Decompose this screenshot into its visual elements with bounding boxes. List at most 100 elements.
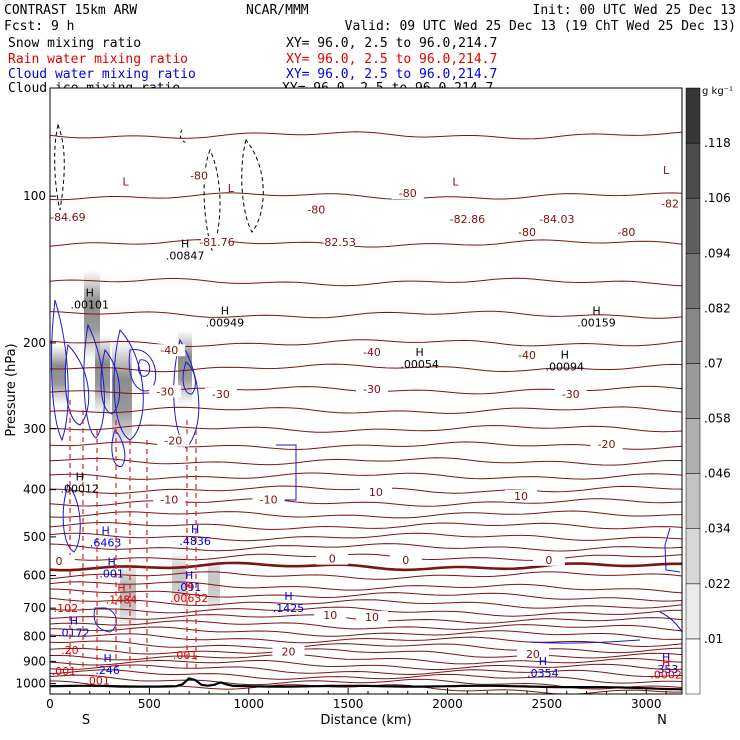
contour-label-bg [200,236,233,249]
temperature-contour-line [50,571,682,580]
colorbar-label: .106 [704,191,731,205]
maximum-value: .4836 [179,535,211,548]
field-xy-snow: XY= 96.0, 2.5 to 96.0,214.7 [286,36,497,51]
temperature-contour-line [50,647,682,659]
colorbar-swatch [685,638,701,695]
temperature-contour-line [50,510,682,519]
temperature-contour-line [50,339,682,348]
contour-label-bg [654,197,682,210]
maximum-marker: H [592,304,600,317]
snow-shade [120,560,136,630]
init-time: Init: 00 UTC Wed 25 Dec 13 [533,3,737,18]
cloud-water-contour [276,444,297,501]
y-tick-label: 200 [23,336,46,350]
temperature-contours [50,131,682,694]
temperature-contour-line [50,406,682,414]
contour-label-bg [149,385,182,398]
maximum-value: .001 [99,567,124,580]
temperature-contour-line [50,553,682,561]
colorbar-swatch [685,363,701,419]
temperature-contour-line [50,620,682,632]
temperature-contour-line [50,581,682,594]
colorbar-swatch [685,142,701,199]
maximum-marker: H [221,304,229,317]
temperature-contour-line [50,664,682,678]
cloud-water-contour [137,359,151,377]
temperature-contour-line [50,588,682,602]
contour-labels: -84.69 -81.76 -82.53 -82.86 -84.03 -82 -80 -80 -… [50,164,682,688]
cloud-water-contour [100,348,121,415]
header: CONTRAST 15km ARW Fcst: 9 h NCAR/MMM Ini… [4,3,736,96]
temperature-label: -84.69 [50,211,85,224]
minimum-marker: L [663,164,670,177]
maximum-marker: H [70,614,78,627]
maximum-marker: H [662,656,670,669]
ice-contour [241,138,264,233]
temperature-contour-line [50,659,682,671]
maximum-marker: H [662,651,670,664]
cloud-water-contour [50,299,69,442]
temperature-label: -80 [518,226,536,239]
colorbar-swatch [685,253,701,309]
temperature-label: -30 [363,383,381,396]
contour-label-bg [554,387,587,400]
cloud-water-contour [659,611,682,633]
temperature-contour-line [50,532,682,542]
contour-label-bg [157,434,190,447]
contour-label-bg [451,213,484,226]
endpoint-right: N [657,713,667,728]
cloud-water-contour [664,527,681,573]
contour-label-bg [510,349,543,362]
snow-shade [172,550,186,610]
contour-label-bg [51,211,84,224]
maximum-marker: H [191,523,199,536]
colorbar-swatch [685,583,701,640]
minimum-marker: L [452,175,459,188]
y-axis-label: Pressure (hPa) [4,343,19,436]
temperature-label: -81.76 [199,236,234,249]
cloud-water-contours [50,299,682,644]
temperature-label: 10 [323,609,337,622]
maximum-value: .6463 [90,536,122,549]
rain-water-contours [69,400,197,668]
temperature-label: -30 [562,388,580,401]
maximum-marker: H [107,555,115,568]
maximum-marker: H [102,524,110,537]
temperature-label: -40 [518,349,536,362]
maximum-value: .00847 [166,250,205,263]
cloud-water-contour [93,607,117,633]
maximum-marker: H [561,349,569,362]
valid-time: Valid: 09 UTC Wed 25 Dec 13 (19 ChT Wed … [345,19,736,34]
contour-label-bg [153,344,186,357]
temperature-label: -80 [190,170,208,183]
maximum-value: .246 [95,664,120,677]
temperature-label: -80 [617,226,635,239]
maximum-marker: H [117,582,125,595]
contour-label-bg [204,387,237,400]
maximum-marker: H [185,580,193,593]
forecast-hour: Fcst: 9 h [4,19,74,34]
y-tick-label: 800 [23,629,46,643]
snow-shade [112,340,132,450]
colorbar-label: .022 [704,577,731,591]
maximum-value: .20 [61,644,79,657]
field-name-snow: Snow mixing ratio [8,36,141,51]
contour-label-bg [50,554,75,567]
contour-label-bg [316,552,349,565]
temperature-contour-line [50,653,682,665]
temperature-contour-line [50,597,682,609]
contour-label-bg [359,485,392,498]
temperature-label: 0 [329,553,336,566]
y-tick-label: 500 [23,530,46,544]
maximum-value: .001 [52,665,77,678]
y-tick-label: 600 [23,569,46,583]
contour-label-bg [391,187,424,200]
temperature-label: -20 [164,435,182,448]
maximum-value: .001 [173,649,198,662]
snow-shade [52,345,66,405]
contour-label-bg [532,553,565,566]
ice-contour [54,123,65,211]
maximum-value: .102 [54,602,79,615]
temperature-contour-line [50,472,682,480]
cloud-water-contour [83,323,105,439]
